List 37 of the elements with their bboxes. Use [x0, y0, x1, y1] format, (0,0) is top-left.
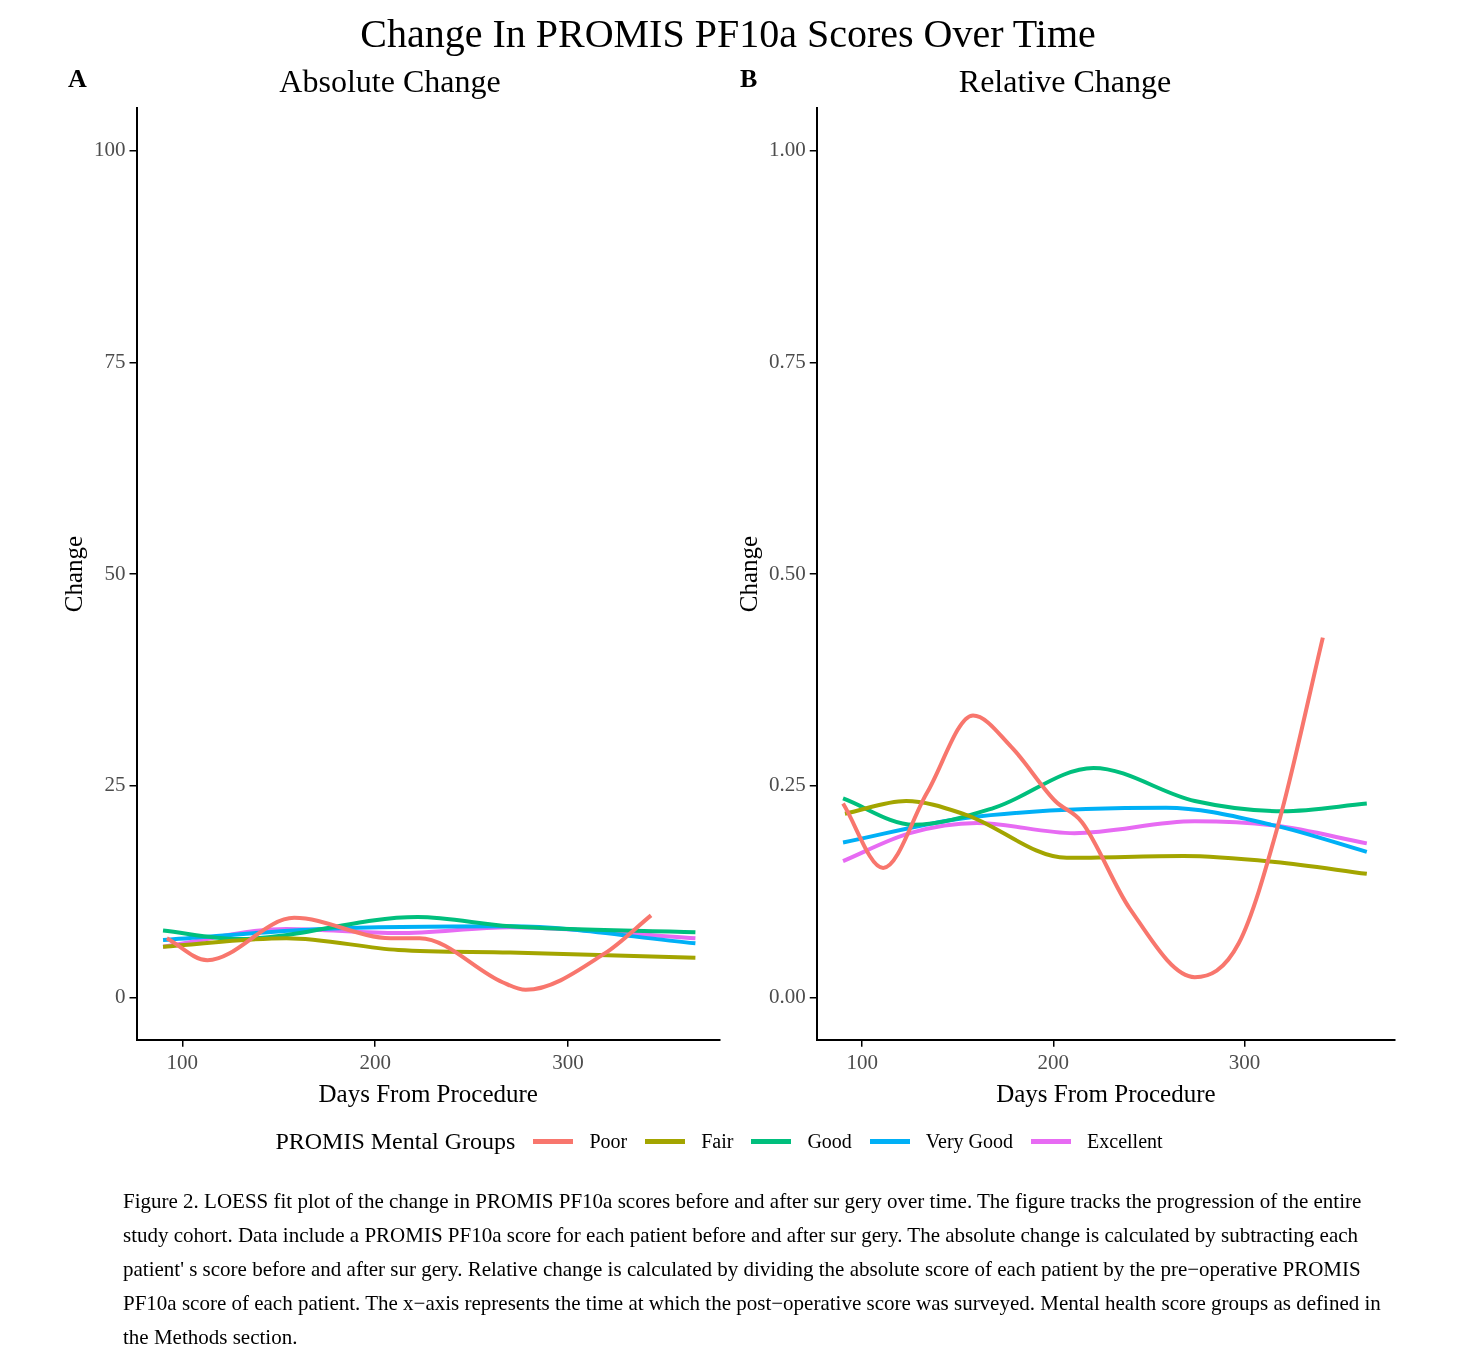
y-tick-label: 25 [104, 772, 126, 797]
line-series [842, 799, 1369, 876]
x-axis-title: Days From Procedure [318, 1079, 538, 1107]
y-tick-label: 0.75 [769, 348, 806, 373]
y-tick-label: 0.50 [769, 560, 806, 585]
line-series [164, 913, 654, 992]
x-tick-label: 300 [1228, 1049, 1261, 1074]
y-tick-label: 100 [94, 137, 126, 162]
legend-label: Poor [589, 1130, 628, 1153]
text: B [740, 64, 758, 94]
x-tick-label: 200 [1037, 1049, 1070, 1074]
chart-subtitle: Relative Change [958, 62, 1172, 99]
legend-title: PROMIS Mental Groups [275, 1128, 516, 1155]
y-tick-label: 0.00 [769, 983, 806, 1008]
chart-title: Change In PROMIS PF10a Scores Over Time [359, 10, 1097, 57]
x-tick-label: 100 [166, 1049, 199, 1074]
line-series [841, 766, 1369, 827]
line-series [841, 635, 1325, 980]
chart-subtitle: Absolute Change [279, 62, 501, 99]
y-tick-label: 0 [115, 983, 126, 1008]
y-axis-title: Change [59, 535, 87, 613]
legend-label: Very Good [925, 1130, 1014, 1153]
x-axis-title: Days From Procedure [996, 1079, 1216, 1107]
line-series [161, 936, 698, 960]
y-tick-label: 0.25 [769, 772, 806, 797]
y-tick-label: 1.00 [769, 137, 806, 162]
x-tick-label: 200 [359, 1049, 391, 1074]
y-tick-label: 75 [104, 348, 126, 373]
caption: Figure 2. LOESS fit plot of the change in PROMIS PF10a scores before and after sur gery over time. The figure tracks the progression of the entire study cohort. Data include a PROMIS PF10a score for each patient before and after sur gery. The absolute change is calculated by subtracting each patient' s score before and after sur gery. Relative change is calculated by dividing the absolute score of each patient by the pre−operative PROMIS PF10a score of each patient. The x−axis represents the time at which the post−operative score was surveyed. Mental health score groups as defined in the Methods section. [123, 1188, 1382, 1351]
legend-label: Good [807, 1130, 852, 1153]
y-tick-label: 50 [104, 560, 126, 585]
legend-label: Fair [701, 1130, 734, 1153]
y-axis-title: Change [734, 535, 762, 613]
x-tick-label: 300 [552, 1049, 584, 1074]
x-tick-label: 100 [846, 1049, 878, 1074]
text: A [68, 64, 87, 94]
legend-label: Excellent [1087, 1130, 1163, 1153]
